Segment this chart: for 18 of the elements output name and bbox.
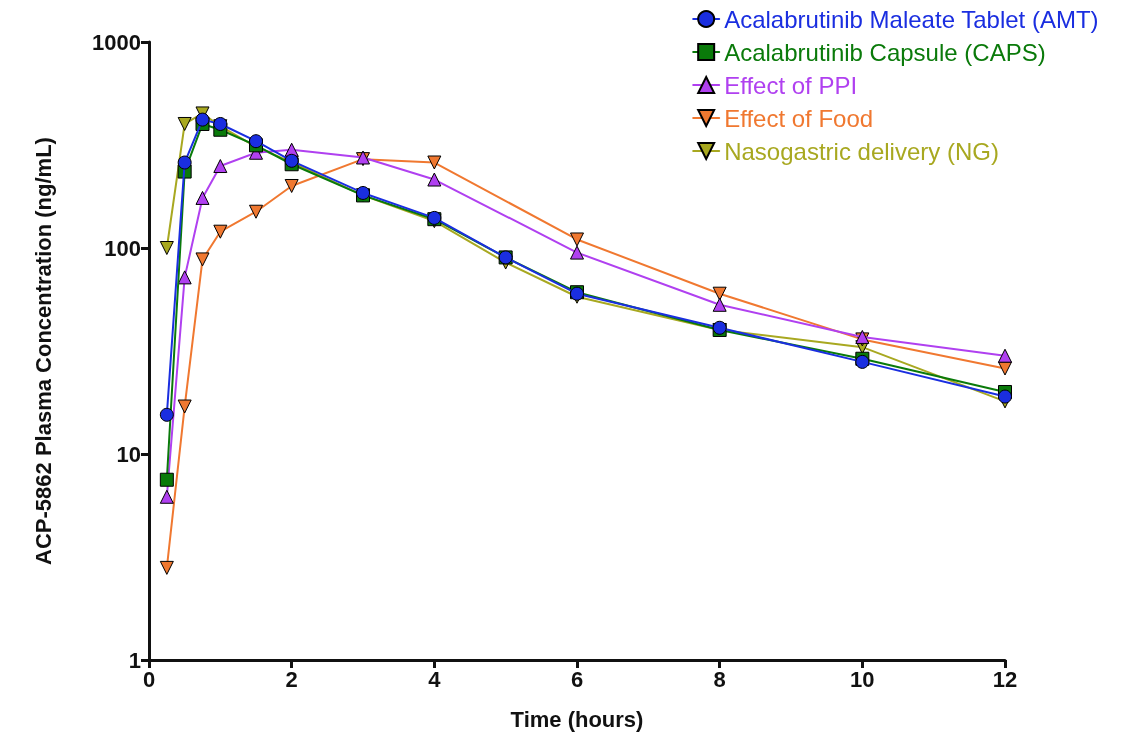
y-tick-label: 1: [128, 647, 141, 673]
x-tick-label: 4: [428, 666, 442, 692]
legend-label: Acalabrutinib Maleate Tablet (AMT): [724, 5, 1099, 33]
y-tick-label: 1000: [92, 29, 141, 55]
x-tick-label: 2: [285, 666, 298, 692]
legend-label: Effect of PPI: [724, 71, 858, 99]
y-tick-label: 10: [116, 441, 141, 467]
x-tick-label: 8: [713, 666, 726, 692]
y-axis-title: ACP-5862 Plasma Concentration (ng/mL): [30, 137, 56, 565]
legend-label: Acalabrutinib Capsule (CAPS): [724, 38, 1046, 66]
x-tick-label: 6: [570, 666, 584, 692]
x-axis-title: Time (hours): [510, 706, 644, 732]
x-tick-label: 10: [850, 666, 875, 692]
legend-label: Effect of Food: [724, 104, 874, 132]
y-tick-label: 100: [104, 235, 141, 261]
x-tick-label: 0: [142, 666, 156, 692]
x-tick-label: 12: [992, 666, 1018, 692]
legend-label: Nasogastric delivery (NG): [724, 137, 999, 165]
